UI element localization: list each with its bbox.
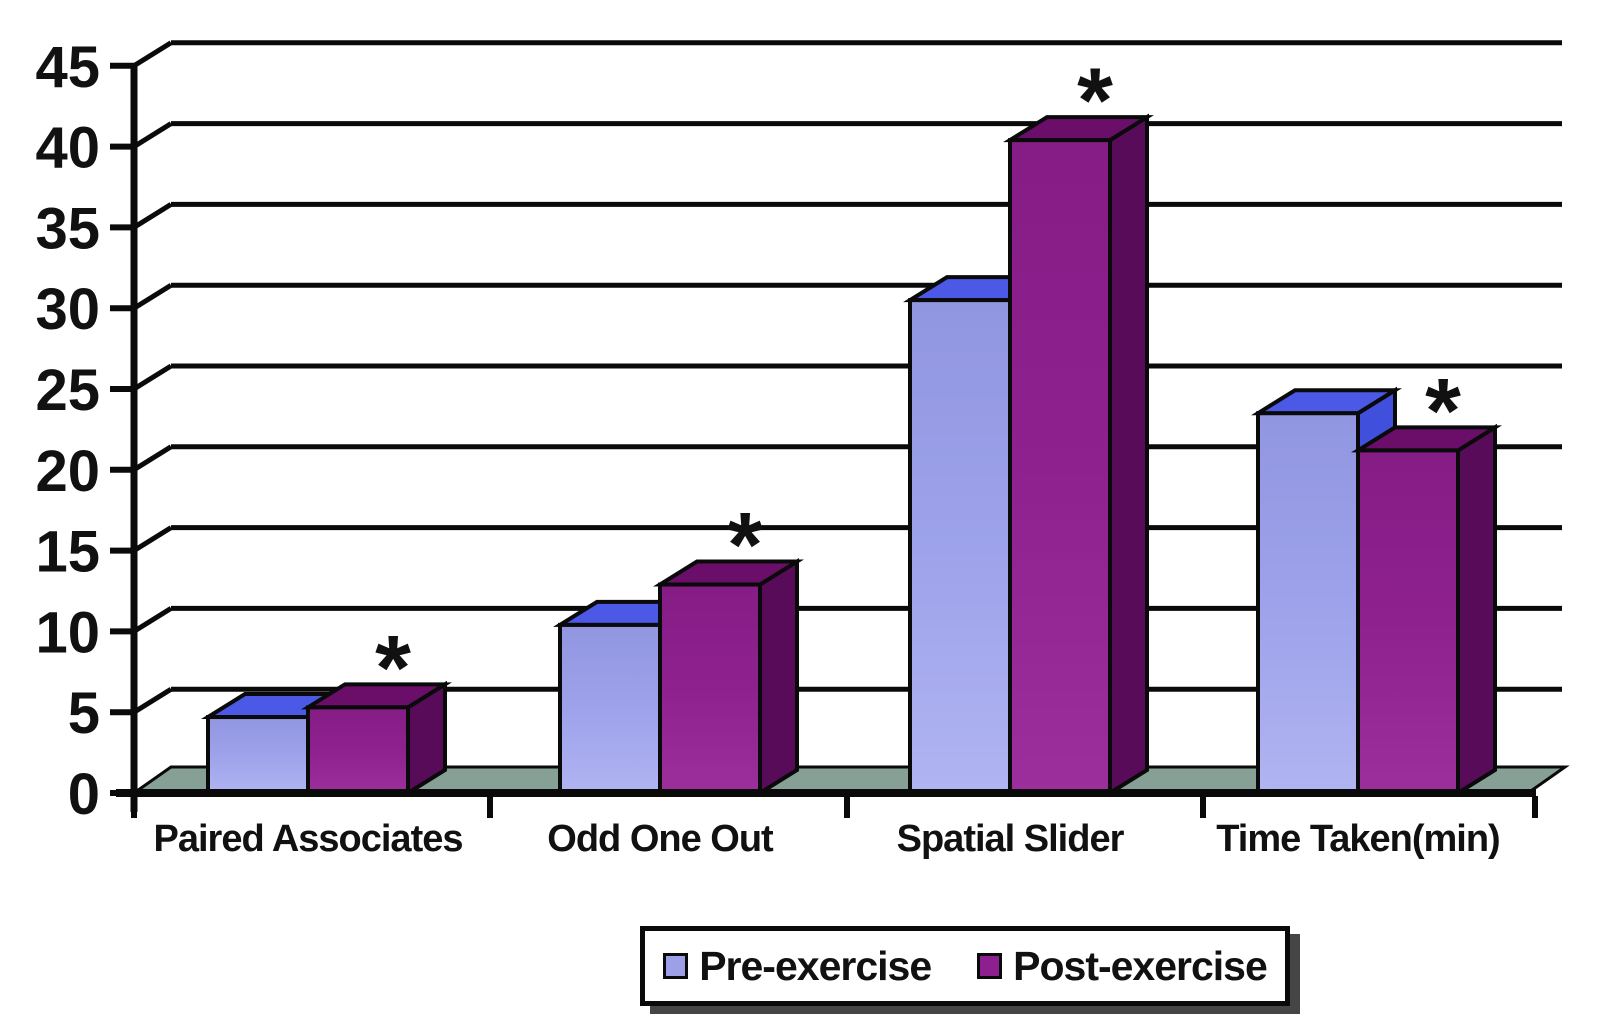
bar-side-post-2: [1108, 113, 1149, 797]
gridline-diagonal-35: [132, 202, 173, 230]
gridline-diagonal-45: [132, 40, 173, 68]
legend-swatch-post-exercise: [977, 953, 1003, 979]
bar-side-post-1: [758, 557, 799, 797]
category-label-0: Paired Associates: [154, 818, 463, 860]
significance-marker-0: *: [375, 617, 411, 719]
legend: Pre-exercise Post-exercise: [640, 926, 1290, 1006]
y-axis-label-35: 35: [35, 196, 100, 261]
y-axis-label-15: 15: [35, 520, 100, 585]
bar-pre-3: [1256, 411, 1360, 795]
gridline-diagonal-20: [132, 444, 173, 472]
bar-side-post-3: [1456, 423, 1497, 797]
significance-marker-1: *: [727, 495, 763, 597]
legend-label-pre-exercise: Pre-exercise: [699, 942, 932, 989]
y-axis-label-0: 0: [68, 762, 100, 827]
y-axis-label-25: 25: [35, 358, 100, 423]
legend-swatch-pre-exercise: [663, 953, 689, 979]
bar-pre-0: [206, 715, 310, 795]
bar-post-1: [658, 582, 762, 796]
y-axis-label-5: 5: [68, 681, 100, 746]
gridline-diagonal-30: [132, 283, 173, 311]
legend-label-post-exercise: Post-exercise: [1013, 942, 1268, 989]
gridline-diagonal-40: [132, 121, 173, 149]
y-axis-label-40: 40: [35, 116, 100, 181]
significance-marker-2: *: [1077, 50, 1113, 152]
bar-post-0: [306, 705, 410, 795]
category-label-2: Spatial Slider: [897, 818, 1125, 860]
gridline-diagonal-25: [132, 363, 173, 392]
y-axis-label-30: 30: [35, 277, 100, 342]
legend-item-post-exercise: Post-exercise: [977, 942, 1268, 990]
gridline-diagonal-10: [132, 606, 173, 634]
bar-pre-1: [558, 622, 662, 795]
bar-post-2: [1008, 138, 1112, 796]
gridline-diagonal-15: [132, 525, 173, 553]
y-axis-label-10: 10: [35, 600, 100, 665]
bar-post-3: [1356, 448, 1460, 795]
category-label-1: Odd One Out: [547, 818, 774, 860]
y-axis-label-20: 20: [35, 439, 100, 504]
legend-item-pre-exercise: Pre-exercise: [663, 942, 932, 990]
category-label-3: Time Taken(min): [1216, 818, 1499, 860]
significance-marker-3: *: [1425, 360, 1461, 462]
bar-pre-2: [908, 298, 1012, 795]
gridline-diagonal-5: [132, 687, 173, 715]
y-axis-label-45: 45: [35, 35, 100, 100]
